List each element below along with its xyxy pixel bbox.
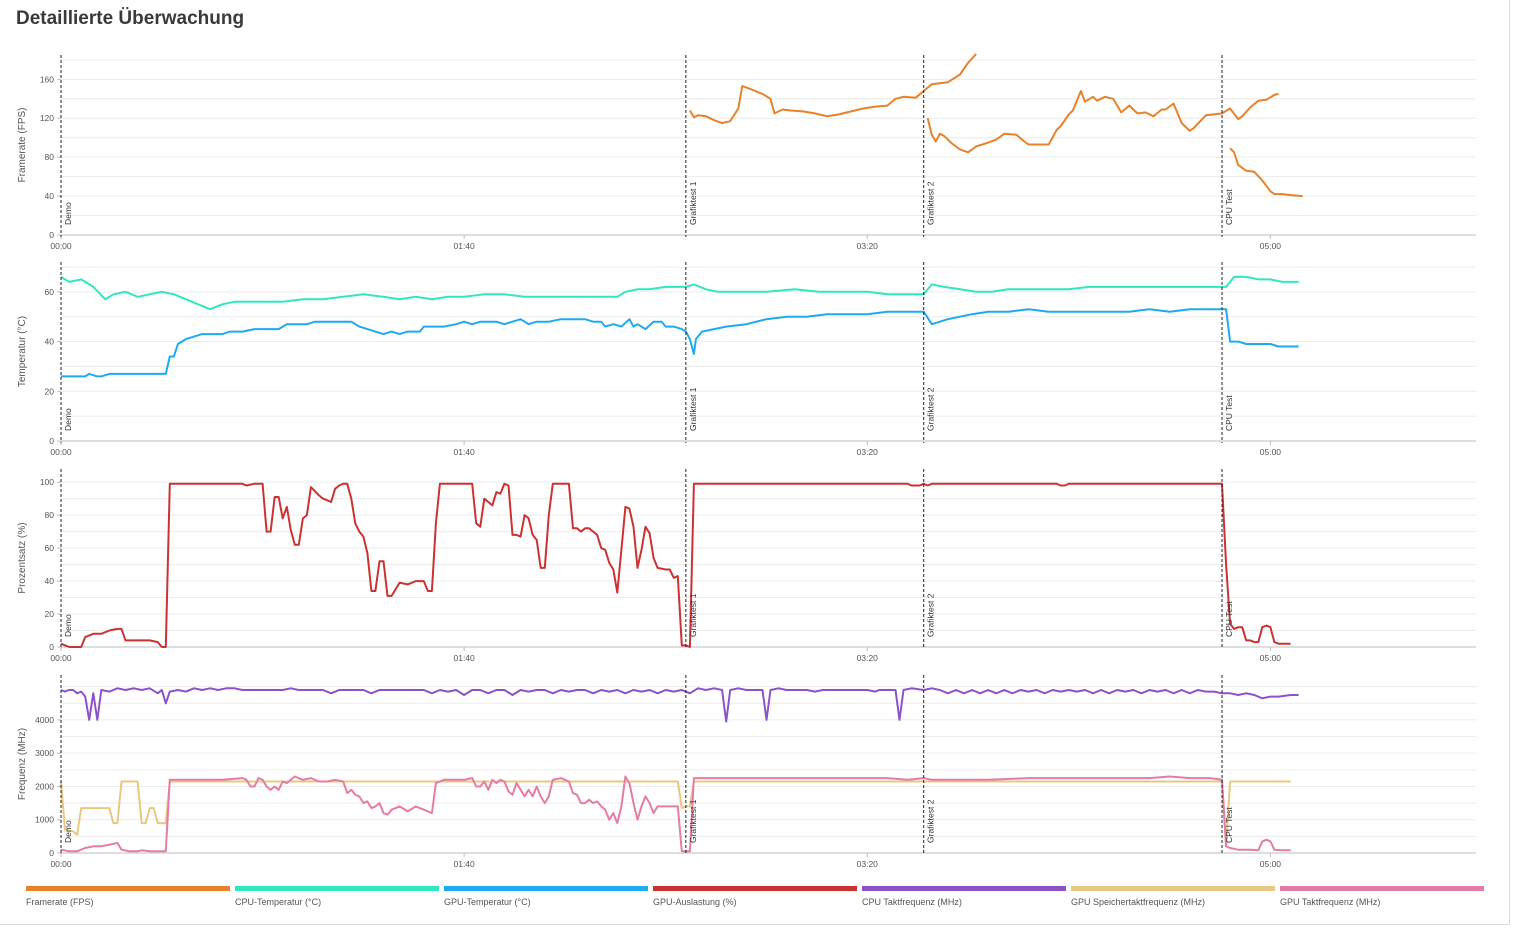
legend: Framerate (FPS) CPU-Temperatur (°C) GPU-Te…: [26, 886, 1488, 916]
y-tick-label: 40: [45, 576, 55, 586]
legend-item[interactable]: Framerate (FPS): [26, 886, 230, 912]
legend-label: GPU Speichertaktfrequenz (MHz): [1071, 897, 1206, 907]
legend-label: GPU-Temperatur (°C): [444, 897, 531, 907]
phase-marker-label: Demo: [63, 408, 73, 431]
legend-item[interactable]: GPU Taktfrequenz (MHz): [1280, 886, 1484, 912]
legend-label: GPU-Auslastung (%): [653, 897, 737, 907]
y-axis-title: Frequenz (MHz): [17, 728, 28, 800]
x-tick-label: 03:20: [857, 653, 879, 663]
legend-swatch: [26, 886, 230, 891]
phase-marker-label: CPU Test: [1224, 807, 1234, 843]
x-tick-label: 03:20: [857, 241, 879, 251]
y-tick-label: 1000: [35, 815, 54, 825]
phase-marker-label: Grafiktest 2: [926, 799, 936, 843]
y-tick-label: 0: [49, 642, 54, 652]
legend-item[interactable]: CPU-Temperatur (°C): [235, 886, 439, 912]
phase-marker-label: Demo: [63, 202, 73, 225]
phase-marker-label: Grafiktest 1: [688, 181, 698, 225]
legend-swatch: [1071, 886, 1275, 891]
legend-label: Framerate (FPS): [26, 897, 94, 907]
x-tick-label: 03:20: [857, 447, 879, 457]
series-line-cpu-temperatur-c-: [60, 275, 1299, 311]
series-line-gpu-speichertaktfrequenz-mhz-: [60, 780, 1291, 848]
phase-marker-label: Demo: [63, 614, 73, 637]
x-tick-label: 01:40: [453, 653, 475, 663]
x-tick-label: 05:00: [1260, 653, 1282, 663]
x-tick-label: 05:00: [1260, 447, 1282, 457]
legend-swatch: [235, 886, 439, 891]
phase-marker-label: Grafiktest 1: [688, 387, 698, 431]
legend-item[interactable]: CPU Taktfrequenz (MHz): [862, 886, 1066, 912]
y-tick-label: 60: [45, 543, 55, 553]
x-tick-label: 00:00: [50, 653, 72, 663]
y-tick-label: 160: [40, 74, 54, 84]
y-tick-label: 60: [45, 287, 55, 297]
y-tick-label: 40: [45, 191, 55, 201]
legend-item[interactable]: GPU-Auslastung (%): [653, 886, 857, 912]
y-tick-label: 20: [45, 386, 55, 396]
series-line-framerate-fps-: [1229, 147, 1303, 198]
legend-swatch: [1280, 886, 1484, 891]
phase-marker-label: Demo: [63, 820, 73, 843]
y-tick-label: 40: [45, 337, 55, 347]
phase-marker-label: Grafiktest 1: [688, 593, 698, 637]
legend-label: CPU-Temperatur (°C): [235, 897, 322, 907]
phase-marker-label: CPU Test: [1224, 395, 1234, 431]
y-tick-label: 80: [45, 152, 55, 162]
series-line-gpu-auslastung-: [60, 482, 1291, 648]
chart-panel-3: 0 20 40 60 80 100 Prozentsatz (%) 00:00 01:40 03:…: [17, 469, 1476, 663]
series-line-cpu-taktfrequenz-mhz-: [60, 687, 1299, 723]
legend-swatch: [862, 886, 1066, 891]
y-axis-title: Framerate (FPS): [17, 107, 28, 182]
y-tick-label: 3000: [35, 748, 54, 758]
chart-panel-4: 0 1000 2000 3000 4000 Frequenz (MHz) 00:00 01:4…: [17, 675, 1476, 869]
phase-marker-label: Grafiktest 2: [926, 593, 936, 637]
legend-item[interactable]: GPU-Temperatur (°C): [444, 886, 648, 912]
phase-marker-label: CPU Test: [1224, 189, 1234, 225]
legend-label: GPU Taktfrequenz (MHz): [1280, 897, 1381, 907]
y-tick-label: 4000: [35, 715, 54, 725]
y-tick-label: 0: [49, 848, 54, 858]
x-tick-label: 01:40: [453, 859, 475, 869]
x-tick-label: 05:00: [1260, 241, 1282, 251]
y-axis-title: Prozentsatz (%): [17, 522, 28, 593]
x-tick-label: 01:40: [453, 241, 475, 251]
y-tick-label: 120: [40, 113, 54, 123]
phase-marker-label: CPU Test: [1224, 601, 1234, 637]
y-tick-label: 100: [40, 477, 54, 487]
x-tick-label: 00:00: [50, 241, 72, 251]
x-tick-label: 00:00: [50, 859, 72, 869]
phase-marker-label: Grafiktest 2: [926, 181, 936, 225]
y-tick-label: 0: [49, 230, 54, 240]
series-line-framerate-fps-: [689, 53, 977, 125]
series-line-gpu-temperatur-c-: [61, 308, 1299, 378]
phase-marker-label: Grafiktest 2: [926, 387, 936, 431]
x-tick-label: 00:00: [50, 447, 72, 457]
y-axis-title: Temperatur (°C): [17, 316, 28, 387]
phase-marker-label: Grafiktest 1: [688, 799, 698, 843]
legend-swatch: [444, 886, 648, 891]
legend-label: CPU Taktfrequenz (MHz): [862, 897, 962, 907]
legend-item[interactable]: GPU Speichertaktfrequenz (MHz): [1071, 886, 1275, 912]
series-line-gpu-taktfrequenz-mhz-: [60, 775, 1291, 853]
x-tick-label: 05:00: [1260, 859, 1282, 869]
series-line-framerate-fps-: [926, 90, 1279, 154]
chart-panel-2: 0 20 40 60 Temperatur (°C) 00:00 01:40 03:20 05:…: [17, 262, 1476, 457]
page-title: Detaillierte Überwachung: [16, 8, 245, 29]
x-tick-label: 01:40: [453, 447, 475, 457]
y-tick-label: 0: [49, 436, 54, 446]
x-tick-label: 03:20: [857, 859, 879, 869]
y-tick-label: 20: [45, 609, 55, 619]
charts-area: 0 40 80 120 160 Framerate (FPS) 00:00 01:40 03:2…: [17, 53, 1476, 869]
y-tick-label: 2000: [35, 781, 54, 791]
legend-swatch: [653, 886, 857, 891]
y-tick-label: 80: [45, 510, 55, 520]
chart-panel-1: 0 40 80 120 160 Framerate (FPS) 00:00 01:40 03:2…: [17, 53, 1476, 251]
